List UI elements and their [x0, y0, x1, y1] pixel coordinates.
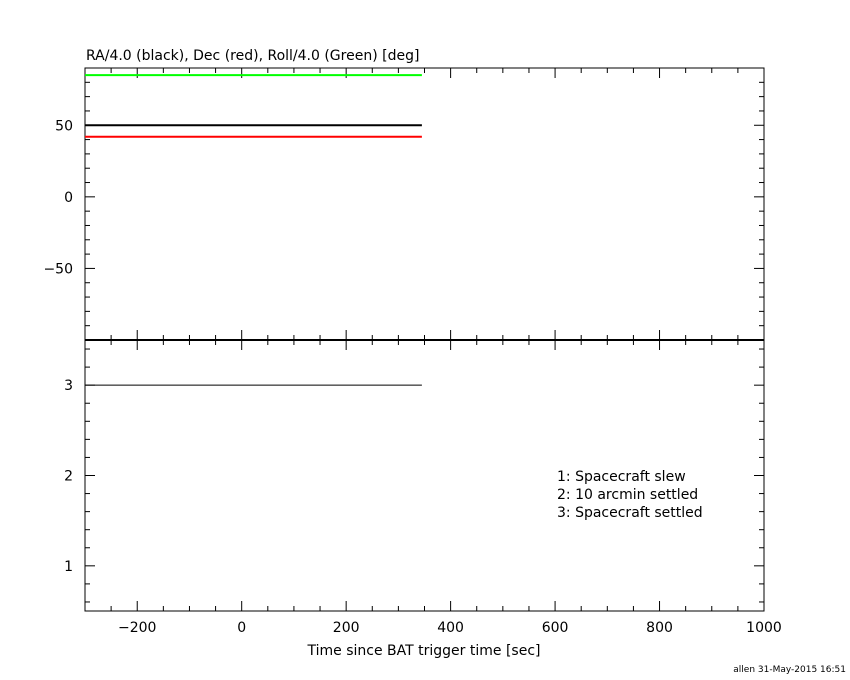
- top-ticks: −50 0 50: [43, 67, 765, 341]
- top-y-tick-label: 50: [55, 118, 73, 134]
- annotation-slew: 1: Spacecraft slew: [557, 469, 686, 485]
- x-tick-label: −200: [118, 620, 156, 636]
- x-tick-label: 800: [646, 620, 673, 636]
- top-series: [85, 74, 422, 138]
- footer-credit: allen 31-May-2015 16:51: [733, 665, 846, 675]
- top-y-tick-label: 0: [64, 190, 73, 206]
- x-tick-label: 200: [333, 620, 360, 636]
- top-y-tick-label: −50: [43, 261, 73, 277]
- top-panel: −50 0 50 RA/4.0 (black), Dec (red), Roll/4…: [43, 48, 765, 341]
- annotation-10arcmin: 2: 10 arcmin settled: [557, 487, 698, 503]
- top-chart-title: RA/4.0 (black), Dec (red), Roll/4.0 (Gre…: [86, 48, 419, 64]
- top-plot-frame: [84, 67, 765, 341]
- annotation-settled: 3: Spacecraft settled: [557, 505, 703, 521]
- bottom-y-tick-label: 1: [64, 559, 73, 575]
- legend-annotations: 1: Spacecraft slew 2: 10 arcmin settled …: [557, 469, 703, 521]
- bottom-panel: −200 0 200 400 600 800 1000 1 2 3 Time since BAT …: [64, 339, 782, 659]
- x-tick-label: 600: [542, 620, 569, 636]
- bottom-y-tick-label: 2: [64, 469, 73, 485]
- x-tick-label: 400: [437, 620, 464, 636]
- bottom-y-tick-label: 3: [64, 378, 73, 394]
- x-tick-label: 0: [237, 620, 246, 636]
- x-axis-label: Time since BAT trigger time [sec]: [307, 643, 541, 659]
- x-tick-label: 1000: [746, 620, 782, 636]
